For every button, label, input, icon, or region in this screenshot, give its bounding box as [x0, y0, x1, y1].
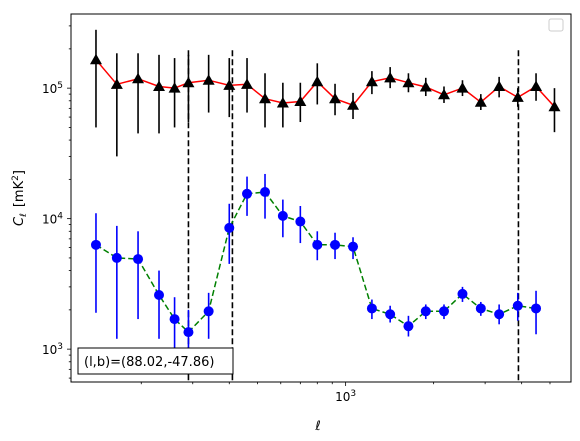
series-2-point: [403, 321, 414, 332]
annotation-text: (l,b)=(88.02,-47.86): [84, 355, 214, 370]
series-1-point: [402, 76, 415, 88]
series-1-point: [223, 79, 236, 90]
series-2-point: [312, 239, 323, 250]
y-tick-label: 103: [42, 342, 63, 357]
series-2-point: [330, 239, 341, 250]
series-1-point: [456, 82, 469, 93]
series-1-point: [182, 76, 195, 88]
series-2-point: [183, 327, 194, 338]
series-2-point: [385, 309, 396, 320]
series-2-point: [494, 309, 505, 320]
series-1-point: [548, 100, 561, 112]
series-1-point: [311, 75, 324, 87]
series-1-point: [241, 78, 254, 89]
axes-area: [71, 14, 571, 382]
series-2-point: [512, 300, 523, 311]
series-1-point: [419, 81, 432, 92]
x-tick-label: 103: [335, 389, 356, 404]
y-label-unit-sup: 2: [11, 175, 21, 181]
series-2-point: [260, 187, 271, 198]
series-2-point: [295, 216, 306, 227]
series-2-point: [366, 303, 377, 314]
series-2-point: [203, 306, 214, 317]
y-label-subscript: ℓ: [19, 213, 29, 218]
series-1-point: [259, 92, 272, 104]
y-label-unit: [mK: [12, 180, 27, 207]
x-axis-label: ℓ: [314, 419, 320, 434]
series-2-point: [133, 254, 144, 265]
series-2-point: [438, 306, 449, 317]
series-1-point: [110, 78, 123, 89]
series-1-point: [276, 96, 289, 108]
series-1-point: [132, 72, 145, 84]
series-2-point: [224, 222, 235, 233]
coordinate-annotation: (l,b)=(88.02,-47.86): [77, 347, 234, 375]
series-1-point: [530, 80, 543, 91]
series-1-point: [384, 71, 397, 83]
series-1-point: [493, 80, 506, 91]
series-2-point: [531, 303, 542, 314]
y-label-symbol: C: [12, 216, 27, 226]
series-2-point: [277, 210, 288, 221]
series-1-point: [168, 82, 181, 93]
series-1-point: [294, 95, 307, 107]
series-1-point: [365, 75, 378, 87]
data-markers: [89, 53, 561, 338]
series-1-point: [347, 99, 360, 110]
legend-box: [548, 18, 564, 32]
series-2-point: [242, 188, 253, 199]
series-2-point: [475, 303, 486, 314]
axes-frame: [70, 13, 572, 383]
series-1-point: [153, 80, 166, 91]
series-1-point: [89, 53, 102, 65]
y-axis-label: Cℓ [mK2]: [11, 170, 29, 226]
series-2-point: [457, 288, 468, 299]
series-1-point: [511, 91, 524, 102]
series-2-point: [420, 306, 431, 317]
axis-ticks: 103 103 104 105: [42, 25, 551, 404]
series-2-point: [90, 239, 101, 250]
series-1-point: [474, 96, 487, 107]
series-2-point: [169, 314, 180, 325]
series-1-point: [437, 88, 450, 100]
annotation-box: [77, 347, 234, 375]
y-label-unit-end: ]: [12, 170, 27, 175]
series-1-point: [202, 74, 215, 85]
series-2-point: [154, 289, 165, 300]
series-1-point: [329, 92, 342, 104]
y-tick-label: 105: [42, 81, 63, 96]
series-2-point: [111, 252, 122, 263]
series-2-point: [348, 241, 359, 252]
y-tick-label: 104: [42, 212, 63, 227]
